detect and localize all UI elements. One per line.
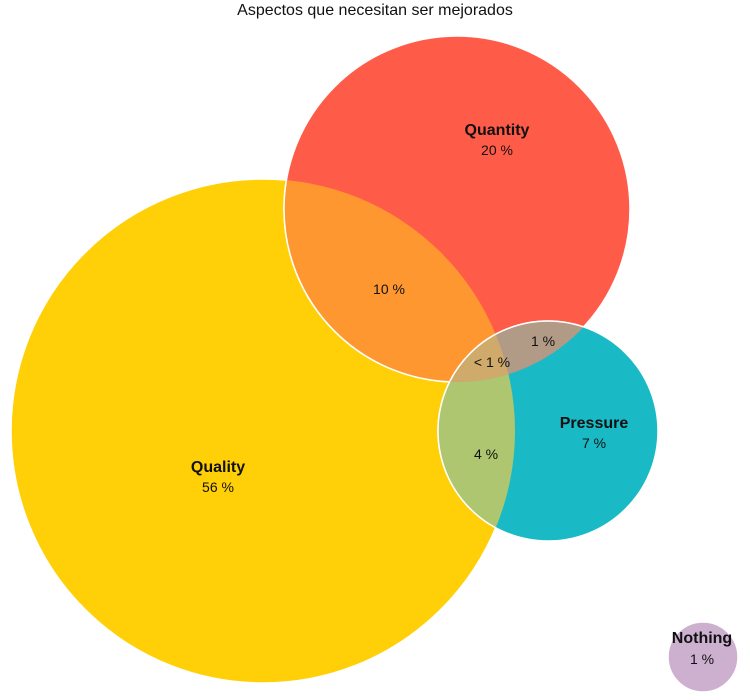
overlap-value-quality-quantity: 10 % [373, 281, 405, 297]
overlap-quality-quantity-pressure[interactable] [437, 320, 658, 541]
set-circle-nothing[interactable] [667, 621, 739, 693]
set-label-pressure: Pressure [560, 415, 629, 432]
set-labels: Quality 56 % Quantity 20 % Pressure 7 % … [191, 122, 732, 667]
overlap-value-quantity-pressure: 1 % [531, 333, 555, 349]
set-label-quantity: Quantity [465, 122, 530, 139]
set-value-quantity: 20 % [481, 142, 513, 158]
set-value-nothing: 1 % [690, 651, 714, 667]
set-label-nothing: Nothing [672, 630, 732, 647]
overlap-value-quality-pressure: 4 % [474, 446, 498, 462]
overlap-value-quality-quantity-pressure: < 1 % [474, 354, 510, 370]
overlap-labels: 10 % 1 % 4 % < 1 % [373, 281, 555, 462]
set-label-quality: Quality [191, 459, 245, 476]
set-value-quality: 56 % [202, 479, 234, 495]
set-circles [10, 35, 739, 693]
set-value-pressure: 7 % [582, 435, 606, 451]
chart-title: Aspectos que necesitan ser mejorados [237, 2, 513, 19]
